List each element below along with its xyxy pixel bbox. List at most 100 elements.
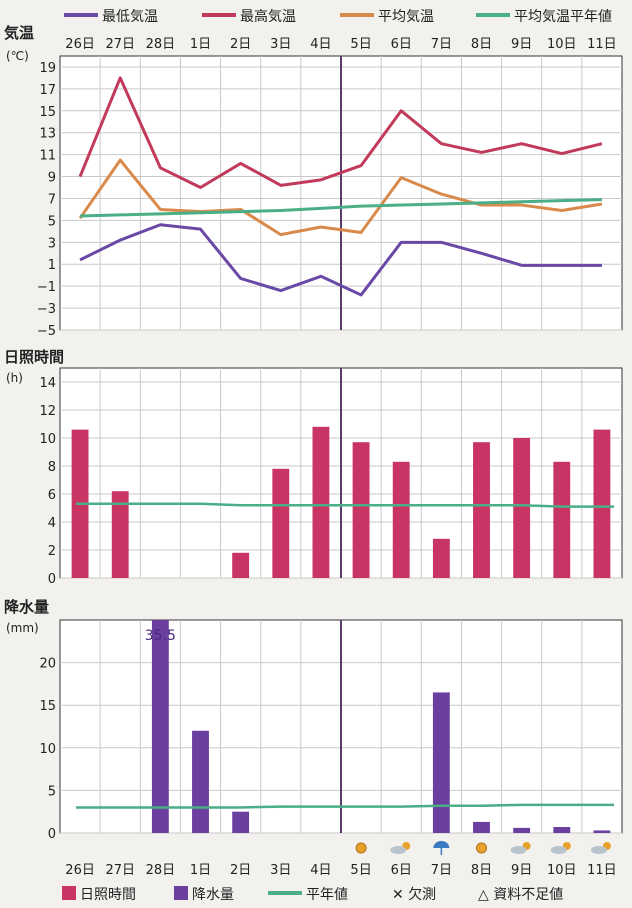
y-tick-label: 19: [39, 61, 56, 76]
day-label-bottom: 8日: [471, 863, 492, 878]
y-tick-label: 9: [48, 171, 56, 186]
bar: [593, 830, 611, 833]
y-tick-label: 5: [48, 214, 56, 229]
bar: [272, 468, 290, 578]
cloud-sun-icon: [590, 846, 607, 854]
day-label-top: 7日: [431, 37, 452, 52]
y-axis-label: 日照時間: [4, 348, 64, 366]
bar: [553, 827, 571, 833]
y-tick-label: 10: [39, 742, 56, 757]
legend-swatch: [340, 13, 374, 17]
y-tick-label: 1: [48, 258, 56, 273]
bar: [432, 538, 450, 578]
legend-swatch: [174, 886, 188, 900]
day-label-top: 8日: [471, 37, 492, 52]
bar: [513, 438, 531, 578]
cloud-sun-icon: [510, 846, 527, 854]
legend-item-sunshine: 日照時間: [62, 884, 136, 904]
y-axis-unit: (mm): [6, 621, 39, 635]
legend-swatch: [268, 891, 302, 895]
y-tick-label: 14: [39, 376, 56, 391]
legend-item-normal: 平年値: [268, 884, 348, 904]
cross-icon: ✕: [392, 887, 404, 903]
day-label-top: 10日: [547, 37, 577, 52]
y-tick-label: 8: [48, 460, 56, 475]
day-label-top: 27日: [105, 37, 135, 52]
day-label-top: 26日: [65, 37, 95, 52]
y-axis-unit: (h): [6, 371, 23, 385]
day-label-top: 28日: [146, 37, 176, 52]
day-label-bottom: 3日: [270, 863, 291, 878]
y-axis-label: 気温: [4, 24, 34, 42]
bar: [432, 692, 450, 833]
day-label-top: 11日: [587, 37, 617, 52]
legend-item-insufficient: △ 資料不足値: [478, 887, 564, 903]
bar: [473, 821, 490, 833]
day-label-bottom: 27日: [105, 863, 135, 878]
bar: [513, 827, 531, 833]
bar: [473, 442, 490, 578]
day-label-top: 3日: [270, 37, 291, 52]
day-label-bottom: 9日: [511, 863, 532, 878]
legend-item-precipitation: 降水量: [174, 884, 234, 904]
y-tick-label: 3: [48, 236, 56, 251]
legend-item-max-temp: 最高気温: [202, 6, 296, 26]
bar: [352, 442, 370, 578]
day-label-bottom: 28日: [146, 863, 176, 878]
y-tick-label: −3: [37, 302, 56, 317]
day-label-bottom: 5日: [350, 863, 371, 878]
day-label-bottom: 2日: [230, 863, 251, 878]
day-label-top: 9日: [511, 37, 532, 52]
cloud-sun-icon: [550, 846, 567, 854]
bar: [312, 426, 330, 578]
y-tick-label: 13: [39, 127, 56, 142]
y-tick-label: 0: [48, 827, 56, 842]
legend-item-avg-temp: 平均気温: [340, 6, 434, 26]
day-label-bottom: 1日: [190, 863, 211, 878]
day-label-top: 4日: [310, 37, 331, 52]
bar: [553, 461, 571, 578]
bar: [192, 730, 209, 833]
day-label-bottom: 7日: [431, 863, 452, 878]
day-label-top: 1日: [190, 37, 211, 52]
y-tick-label: 11: [39, 149, 56, 164]
sun-icon: [355, 842, 367, 854]
bar: [392, 461, 410, 578]
bar: [111, 491, 129, 578]
bar: [232, 811, 250, 833]
cloud-sun-icon: [390, 846, 407, 854]
day-label-top: 5日: [350, 37, 371, 52]
day-label-bottom: 11日: [587, 863, 617, 878]
y-axis-label: 降水量: [4, 598, 49, 616]
day-label-bottom: 4日: [310, 863, 331, 878]
legend-item-missing: ✕ 欠測: [392, 887, 437, 903]
y-tick-label: 20: [39, 657, 56, 672]
series-line: [80, 198, 602, 218]
y-tick-label: 0: [48, 572, 56, 587]
day-label-bottom: 10日: [547, 863, 577, 878]
y-axis-unit: (℃): [6, 49, 29, 63]
triangle-icon: △: [478, 887, 489, 903]
umbrella-icon: [433, 841, 450, 848]
series-line: [76, 803, 614, 809]
y-tick-label: 4: [48, 516, 56, 531]
legend-item-normal-temp: 平均気温平年値: [476, 6, 612, 26]
y-tick-label: −5: [37, 324, 56, 339]
series-line: [76, 502, 614, 508]
y-tick-label: 15: [39, 699, 56, 714]
bar: [593, 429, 611, 578]
legend-swatch: [202, 13, 236, 17]
day-label-top: 6日: [391, 37, 412, 52]
data-label: 35.5: [145, 628, 176, 644]
legend-swatch: [476, 13, 510, 17]
series-line: [78, 158, 603, 237]
y-tick-label: 15: [39, 105, 56, 120]
legend-swatch: [62, 886, 76, 900]
y-tick-label: 2: [48, 544, 56, 559]
y-tick-label: 17: [39, 83, 56, 98]
series-line: [79, 223, 602, 297]
day-label-top: 2日: [230, 37, 251, 52]
bar: [232, 552, 250, 578]
series-line: [78, 76, 603, 190]
